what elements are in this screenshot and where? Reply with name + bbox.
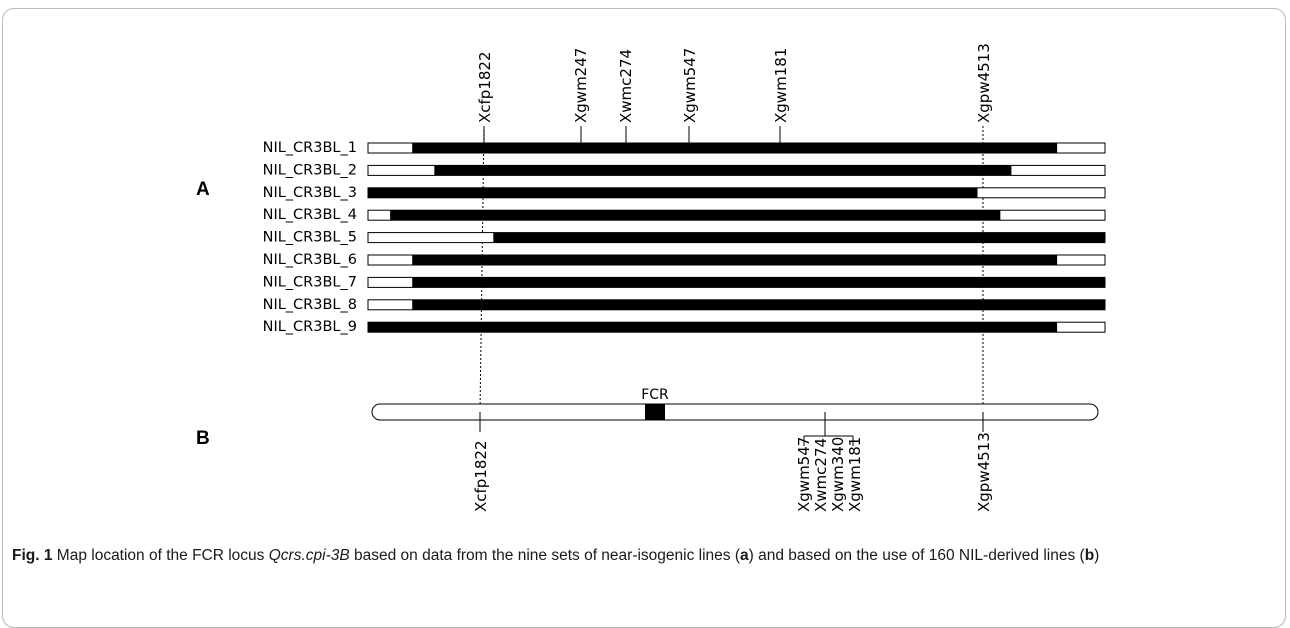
introgression-segment xyxy=(493,232,1105,243)
bottom-marker-ticks xyxy=(479,412,984,446)
caption-text-1: Map location of the FCR locus xyxy=(52,547,269,564)
panel-a-label: A xyxy=(196,179,210,200)
caption-text-2: based on data from the nine sets of near… xyxy=(349,547,741,564)
top-marker-label: Xcfp1822 xyxy=(476,52,494,124)
introgression-segment xyxy=(412,299,1106,310)
nil-row: NIL_CR3BL_4 xyxy=(263,207,1106,223)
nil-line-label: NIL_CR3BL_8 xyxy=(263,297,357,313)
bottom-marker-labels: Xcfp1822 Xgwm547 Xwmc274 Xgwm340 Xgwm181… xyxy=(472,432,993,512)
nil-row: NIL_CR3BL_2 xyxy=(263,162,1106,178)
introgression-segment xyxy=(368,322,1058,333)
top-marker-label: Xgwm547 xyxy=(681,48,699,123)
figure-caption: Fig. 1 Map location of the FCR locus Qcr… xyxy=(12,545,1262,567)
bottom-marker-label: Xgpw4513 xyxy=(975,432,993,512)
nil-rows: NIL_CR3BL_1 NIL_CR3BL_2 NIL_CR3BL_3 NIL_CR3… xyxy=(263,140,1106,335)
top-marker-label: Xgwm181 xyxy=(772,48,790,123)
nil-line-label: NIL_CR3BL_4 xyxy=(263,207,357,223)
introgression-segment xyxy=(412,277,1106,288)
nil-row: NIL_CR3BL_3 xyxy=(263,185,1106,201)
bottom-marker-label: Xgwm340 xyxy=(829,437,847,512)
introgression-segment xyxy=(434,165,1012,176)
nil-row: NIL_CR3BL_8 xyxy=(263,297,1106,313)
nil-row: NIL_CR3BL_6 xyxy=(263,252,1106,268)
introgression-segment xyxy=(412,255,1058,265)
bottom-marker-label: Xwmc274 xyxy=(812,438,830,512)
nil-line-label: NIL_CR3BL_6 xyxy=(263,252,357,268)
genetic-map-diagram: A B Xcfp1822 Xgwm247 Xwmc274 Xgwm547 Xgw… xyxy=(196,43,1106,512)
introgression-segment xyxy=(390,210,1001,221)
nil-line-label: NIL_CR3BL_5 xyxy=(263,230,357,246)
bottom-marker-label: Xgwm181 xyxy=(846,437,864,512)
fcr-locus-label: FCR xyxy=(641,387,669,403)
nil-line-label: NIL_CR3BL_1 xyxy=(263,140,357,156)
nil-row: NIL_CR3BL_7 xyxy=(263,274,1106,290)
caption-label-a: a xyxy=(740,547,749,564)
nil-line-label: NIL_CR3BL_9 xyxy=(263,319,357,335)
nil-row: NIL_CR3BL_1 xyxy=(263,140,1106,156)
nil-row: NIL_CR3BL_5 xyxy=(263,230,1106,246)
nil-row: NIL_CR3BL_9 xyxy=(263,319,1106,335)
top-marker-label: Xgpw4513 xyxy=(975,43,993,123)
panel-b-label: B xyxy=(196,428,210,449)
top-marker-label: Xwmc274 xyxy=(617,49,635,123)
introgression-segment xyxy=(368,187,978,198)
figure-frame xyxy=(2,8,1286,628)
nil-line-label: NIL_CR3BL_3 xyxy=(263,185,357,201)
caption-label-b: b xyxy=(1084,547,1095,564)
caption-text-4: ) xyxy=(1094,547,1100,564)
nil-line-label: NIL_CR3BL_2 xyxy=(263,162,357,178)
bottom-marker-label: Xgwm547 xyxy=(795,437,813,512)
fcr-locus-block xyxy=(645,404,665,420)
top-marker-label: Xgwm247 xyxy=(572,48,590,123)
chromosome-b xyxy=(371,403,1099,421)
caption-text-3: ) and based on the use of 160 NIL-derive… xyxy=(748,547,1085,564)
caption-locus-name: Qcrs.cpi-3B xyxy=(268,547,350,564)
caption-fig-label: Fig. 1 xyxy=(12,547,53,564)
bottom-marker-label: Xcfp1822 xyxy=(472,441,490,513)
top-marker-labels: Xcfp1822 Xgwm247 Xwmc274 Xgwm547 Xgwm181… xyxy=(476,43,993,123)
introgression-segment xyxy=(412,143,1058,153)
nil-line-label: NIL_CR3BL_7 xyxy=(263,274,357,290)
